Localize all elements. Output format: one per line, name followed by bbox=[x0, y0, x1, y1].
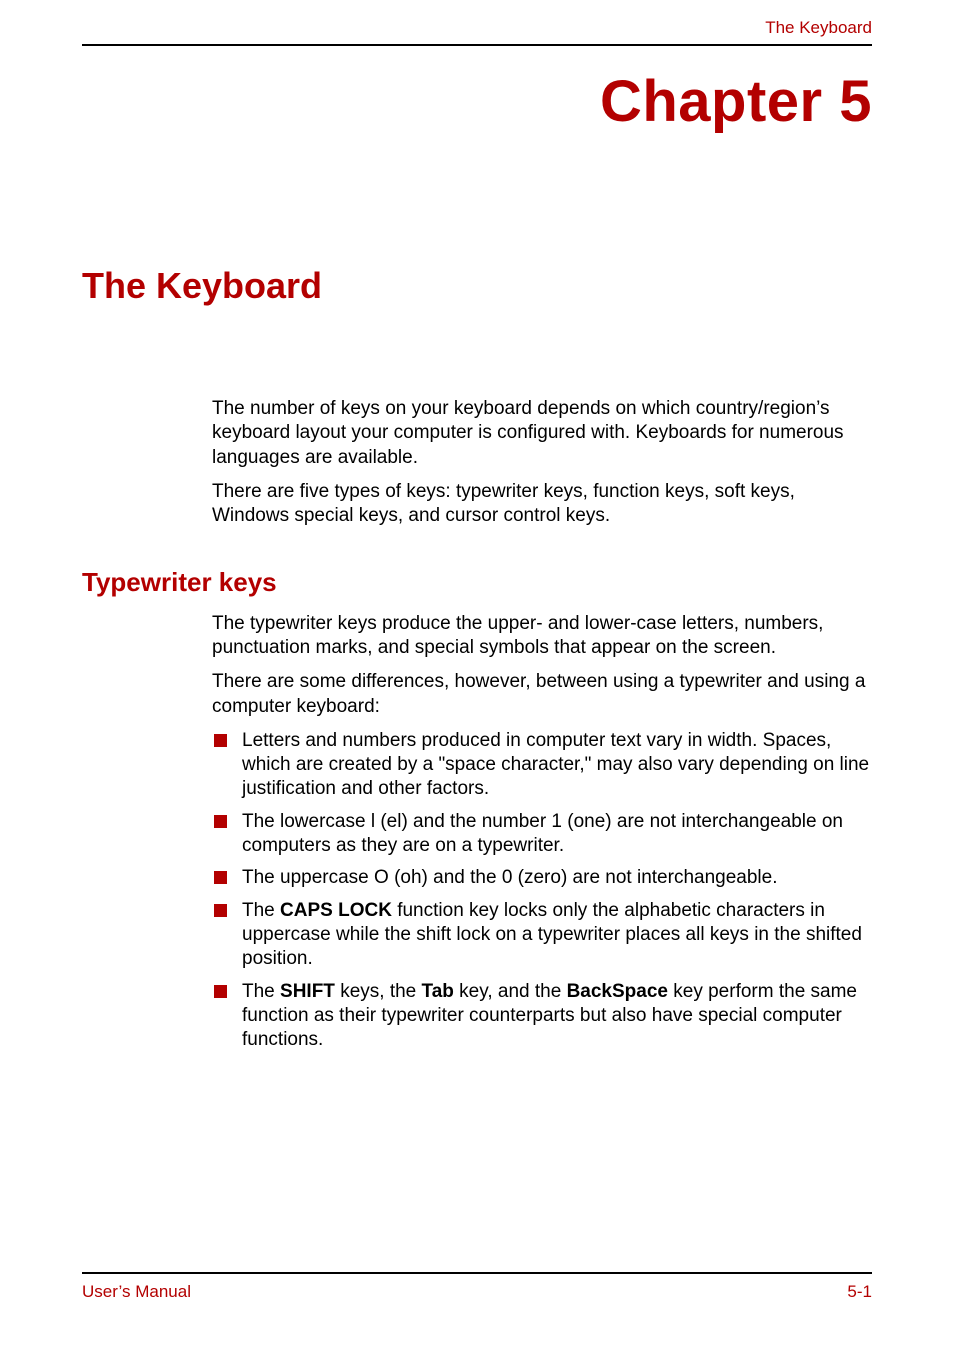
list-item-text: Letters and numbers produced in computer… bbox=[242, 730, 869, 800]
subsection-paragraph-1: The typewriter keys produce the upper- a… bbox=[212, 612, 872, 661]
list-item: Letters and numbers produced in computer… bbox=[212, 729, 872, 802]
intro-paragraph-1: The number of keys on your keyboard depe… bbox=[212, 397, 872, 470]
list-item: The lowercase l (el) and the number 1 (o… bbox=[212, 810, 872, 859]
section-intro: The number of keys on your keyboard depe… bbox=[212, 397, 872, 529]
list-item: The uppercase O (oh) and the 0 (zero) ar… bbox=[212, 866, 872, 890]
square-bullet-icon bbox=[214, 734, 227, 747]
square-bullet-icon bbox=[214, 871, 227, 884]
subsection-title: Typewriter keys bbox=[82, 567, 872, 598]
subsection-paragraph-2: There are some differences, however, bet… bbox=[212, 670, 872, 719]
chapter-title: Chapter 5 bbox=[82, 68, 872, 135]
list-item-text-pre: The bbox=[242, 981, 280, 1002]
section-title: The Keyboard bbox=[82, 265, 872, 307]
running-head: The Keyboard bbox=[82, 18, 872, 46]
list-item: The CAPS LOCK function key locks only th… bbox=[212, 899, 872, 972]
bullet-list: Letters and numbers produced in computer… bbox=[212, 729, 872, 1053]
list-item-text-pre: The bbox=[242, 900, 280, 921]
square-bullet-icon bbox=[214, 815, 227, 828]
list-item-bold: CAPS LOCK bbox=[280, 900, 392, 921]
list-item: The SHIFT keys, the Tab key, and the Bac… bbox=[212, 980, 872, 1053]
subsection-body: The typewriter keys produce the upper- a… bbox=[212, 612, 872, 1053]
square-bullet-icon bbox=[214, 904, 227, 917]
square-bullet-icon bbox=[214, 985, 227, 998]
list-item-text: The lowercase l (el) and the number 1 (o… bbox=[242, 811, 843, 856]
footer-left: User’s Manual bbox=[82, 1282, 191, 1301]
list-item-bold: SHIFT bbox=[280, 981, 335, 1002]
page-footer: User’s Manual 5-1 bbox=[82, 1272, 872, 1302]
list-item-text-mid: keys, the bbox=[335, 981, 422, 1002]
list-item-bold-3: BackSpace bbox=[567, 981, 668, 1002]
intro-paragraph-2: There are five types of keys: typewriter… bbox=[212, 480, 872, 529]
list-item-text: The uppercase O (oh) and the 0 (zero) ar… bbox=[242, 867, 778, 888]
list-item-text-mid2: key, and the bbox=[454, 981, 567, 1002]
footer-right: 5-1 bbox=[847, 1282, 872, 1302]
page: The Keyboard Chapter 5 The Keyboard The … bbox=[0, 0, 954, 1352]
list-item-bold-2: Tab bbox=[422, 981, 454, 1002]
